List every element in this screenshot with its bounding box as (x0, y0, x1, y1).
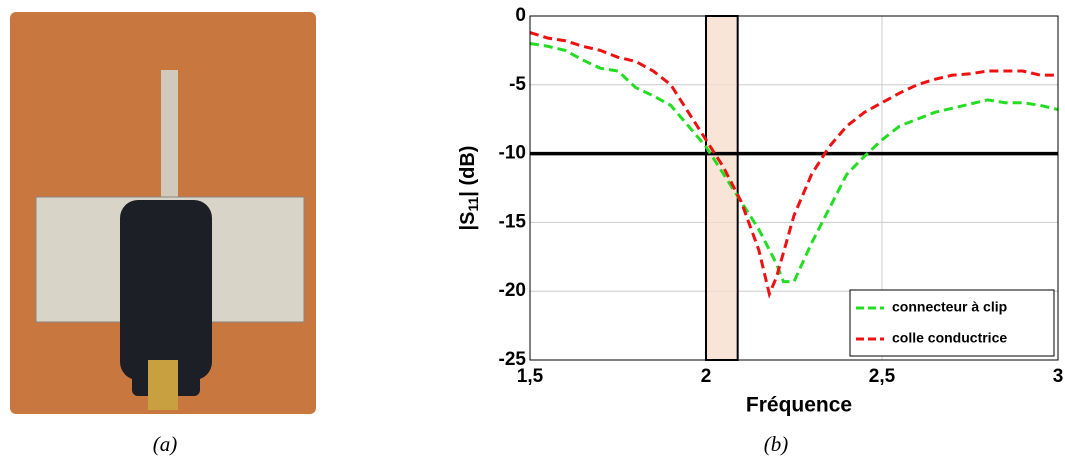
legend-label: connecteur à clip (892, 299, 1007, 315)
y-tick-label: -20 (499, 280, 526, 301)
connector (120, 200, 212, 380)
legend-label: colle conductrice (892, 330, 1007, 346)
photo (10, 12, 316, 414)
x-tick-label: 1,5 (517, 366, 544, 387)
y-tick-label: -15 (499, 211, 527, 232)
x-tick-label: 3 (1053, 366, 1064, 387)
sma (148, 360, 178, 410)
series-line (529, 31, 1058, 299)
axes-frame (529, 15, 1059, 361)
series-line (529, 42, 1059, 284)
y-axis-label-part: |S (457, 212, 479, 231)
y-axis-label: |S11| (dB) (457, 146, 480, 231)
y-axis-label-part: | (dB) (457, 146, 479, 197)
y-axis-label-part: 11 (465, 196, 481, 211)
y-tick-label: -25 (499, 349, 527, 370)
y-tick-label: 0 (515, 5, 526, 26)
x-axis-label: Fréquence (746, 394, 852, 417)
caption: (b) (764, 432, 789, 456)
strip (161, 70, 178, 205)
legend: connecteur à clip colle conductrice (849, 289, 1055, 357)
y-tick-label: -5 (509, 74, 526, 95)
x-tick-label: 2 (701, 366, 712, 387)
caption: (a) (153, 432, 178, 456)
y-tick-label: -10 (499, 143, 526, 164)
x-tick-label: 2,5 (869, 366, 896, 387)
legend-box (849, 289, 1055, 357)
